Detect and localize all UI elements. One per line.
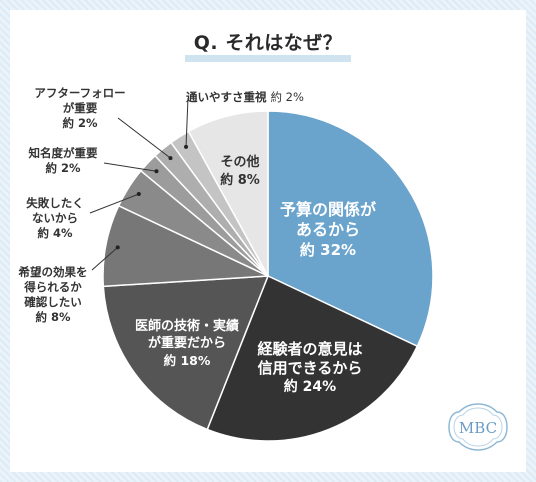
- pie-slice-experience: [206, 274, 419, 442]
- leader-line-access: [185, 97, 189, 147]
- leader-line-fame: [103, 162, 157, 172]
- slice-label-fame: 知名度が重要 約 2%: [28, 146, 98, 175]
- slice-label-access: 通いやすさ重視 約 2%: [186, 90, 304, 104]
- leader-dot-no-failure: [136, 192, 141, 197]
- slice-label-confirm-effect: 希望の効果を 得られるか 確認したい 約 8%: [18, 265, 88, 324]
- leader-dot-confirm-effect: [115, 245, 120, 250]
- pie-slice-doctor-skill: [102, 275, 270, 431]
- slice-label-other: その他 約 8%: [220, 155, 260, 188]
- slice-label-budget: 予算の関係が あるから 約 32%: [279, 200, 376, 259]
- leader-line-no-failure: [89, 193, 139, 214]
- leader-dot-access: [184, 144, 189, 149]
- logo-text: MBC: [459, 419, 497, 437]
- slice-label-experience: 経験者の意見は 信用できるから 約 24%: [257, 340, 363, 395]
- mbc-logo: MBC: [448, 403, 508, 451]
- pie-slice-other: [187, 110, 269, 277]
- leader-dot-aftercare: [168, 156, 173, 161]
- slice-label-doctor-skill: 医師の技術・実績 が重要だから 約 18%: [134, 319, 239, 368]
- leader-line-confirm-effect: [91, 246, 119, 271]
- slice-label-aftercare: アフターフォロー が重要 約 2%: [34, 86, 126, 130]
- leader-dot-fame: [154, 169, 159, 174]
- pie-slice-budget: [267, 110, 434, 348]
- slice-label-no-failure: 失敗したく ないから 約 4%: [26, 196, 84, 240]
- title-underline: [185, 55, 351, 62]
- chart-title: Q. それはなぜ？: [193, 32, 343, 54]
- leader-line-aftercare: [117, 117, 171, 159]
